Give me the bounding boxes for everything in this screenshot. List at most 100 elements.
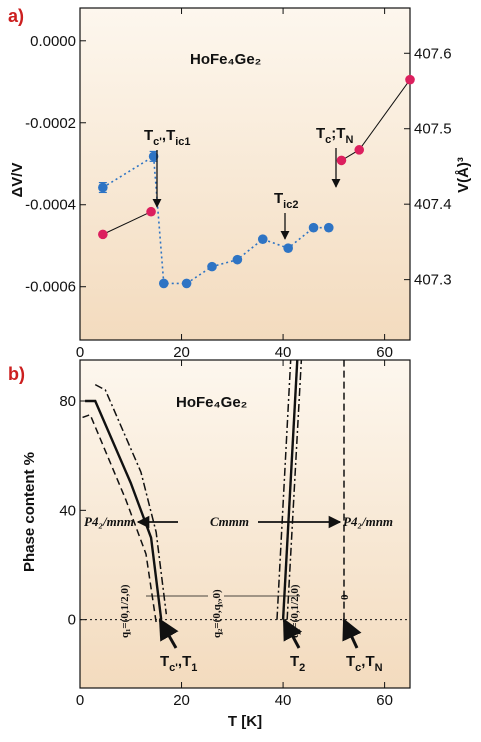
a-blue-point — [148, 151, 159, 162]
panel-b-y-axis-label: Phase content % — [21, 452, 38, 572]
ann-b3-sub1: c — [355, 662, 361, 674]
annotation-tc-t1: Tc',T1 — [158, 618, 197, 674]
annotation-tc-tn: Tc;TN — [316, 125, 353, 188]
panel-a-y-ticks: 0.0000 -0.0002 -0.0004 -0.0006 — [25, 33, 86, 296]
a-x-tick-label: 0 — [76, 344, 84, 361]
panel-b-label: b) — [8, 364, 25, 384]
b-phase-line-dash-dot — [276, 359, 292, 620]
a-red-point — [146, 206, 156, 217]
a-x-tick-label: 60 — [376, 344, 393, 361]
a-x-tick-label: 20 — [173, 344, 190, 361]
a-blue-point — [158, 278, 169, 289]
b-phase-line-dashed — [82, 413, 157, 623]
ann-a3-mid: ;T — [331, 125, 345, 142]
ann-b2-sub1: 2 — [299, 662, 305, 674]
ann-b1-mid: ,T — [178, 653, 191, 670]
ann-a1-sub2: ic1 — [175, 136, 190, 148]
annotation-tc-t1-text: Tc',T1 — [160, 653, 197, 674]
annotation-tc-tn-text: Tc;TN — [316, 125, 353, 146]
ann-a2-sub1: ic2 — [283, 199, 298, 211]
annotation-t2-text: T2 — [290, 653, 305, 674]
b-x-tick-label: 40 — [275, 692, 292, 709]
ann-a3-sub2: N — [345, 134, 353, 146]
annotation-tc-t1-arrow — [158, 618, 179, 649]
phase-label-right: P4₂/mnm — [343, 514, 393, 529]
b-y-tick-label: 80 — [59, 393, 76, 410]
q-label-2: q₂=(0,qᵧ,0) — [211, 589, 223, 638]
panel-a-plot-area — [79, 7, 411, 341]
a-blue-point — [98, 182, 108, 193]
a-y2-tick-label: 407.3 — [414, 272, 452, 289]
panel-a-title: HoFe₄Ge₂ — [190, 51, 261, 68]
annotation-tc-tn-b-text: Tc,TN — [346, 653, 383, 674]
a-blue-point — [283, 243, 293, 253]
ann-a1-mid: ,T — [162, 127, 175, 144]
b-phase-line-dash-dot — [286, 359, 303, 620]
panel-a-x-ticks: 0 20 40 60 — [76, 8, 393, 361]
a-red-point — [336, 155, 347, 166]
ann-a2-base: T — [274, 190, 283, 207]
a-y-tick-label: -0.0006 — [25, 279, 76, 296]
a-blue-point — [308, 222, 319, 233]
panel-b-series — [82, 359, 345, 631]
panel-a-series — [98, 74, 415, 289]
ann-a3-base: T — [316, 125, 325, 142]
a-blue-point — [323, 222, 334, 233]
a-x-tick-label: 40 — [275, 344, 292, 361]
annotation-tc-tn-b: Tc,TN — [342, 618, 383, 674]
ann-b3-mid: ,T — [361, 653, 374, 670]
a-red-point — [405, 74, 415, 85]
ann-b1-sub2: 1 — [191, 662, 197, 674]
ann-a1-base: T — [144, 127, 153, 144]
annotation-t2: T2 — [282, 618, 305, 674]
panel-b-x-ticks: 0 20 40 60 — [76, 360, 393, 709]
b-phase-line-solid — [281, 359, 299, 620]
panel-a-y-axis-label: ΔV/V — [9, 163, 26, 198]
b-y-tick-label: 0 — [68, 612, 76, 629]
b-y-tick-label: 40 — [59, 502, 76, 519]
panel-a-y2-ticks: 407.3 407.4 407.5 407.6 — [404, 45, 452, 289]
ann-a3-sub1: c — [325, 134, 331, 146]
panel-b-x-axis-label: T [K] — [228, 713, 262, 730]
a-y2-tick-label: 407.6 — [414, 45, 452, 62]
annotation-tc-tic1-text: Tc',Tic1 — [144, 127, 191, 148]
annotation-t2-arrow — [282, 618, 303, 649]
a-y-tick-label: -0.0002 — [25, 115, 76, 132]
a-red-series-line — [102, 211, 152, 235]
panel-a-label: a) — [8, 6, 24, 26]
b-x-tick-label: 60 — [376, 692, 393, 709]
ann-b1-base: T — [160, 653, 169, 670]
a-blue-point — [232, 254, 243, 265]
b-x-tick-label: 0 — [76, 692, 84, 709]
panel-a-y2-axis-label: V(Å)³ — [455, 157, 472, 193]
ann-a1-sub1: c' — [153, 136, 162, 148]
phase-label-center: Cmmm — [210, 514, 249, 529]
panel-b-title: HoFe₄Ge₂ — [176, 394, 247, 411]
ann-b2-base: T — [290, 653, 299, 670]
a-y-tick-label: -0.0004 — [25, 197, 76, 214]
b-x-tick-label: 20 — [173, 692, 190, 709]
ann-b1-sub1: c' — [169, 662, 178, 674]
annotation-tic2-text: Tic2 — [274, 190, 298, 211]
a-blue-point — [181, 278, 192, 289]
b-phase-line-solid — [85, 399, 163, 620]
a-red-point — [98, 229, 108, 240]
panel-a: a) HoFe₄Ge₂ 0 20 40 60 0.0000 -0.0002 -0.0004… — [8, 6, 472, 361]
phase-label-left: P4₂/mnm — [84, 514, 134, 529]
a-blue-point — [207, 261, 217, 272]
a-red-point — [354, 145, 365, 155]
ann-b3-base: T — [346, 653, 355, 670]
a-y2-tick-label: 407.5 — [414, 121, 452, 138]
annotation-tc-tic1: Tc',Tic1 — [144, 127, 191, 208]
a-y-tick-label: 0.0000 — [30, 33, 76, 50]
b-phase-line-dash-dot — [94, 383, 168, 615]
annotation-tic2: Tic2 — [274, 190, 298, 240]
panel-b-y-ticks: 80 40 0 — [59, 393, 86, 629]
a-y2-tick-label: 407.4 — [414, 196, 452, 213]
q-label-4: 0 — [339, 594, 351, 600]
a-blue-point — [257, 234, 268, 244]
ann-b3-sub2: N — [375, 662, 383, 674]
q-label-1: q₁=(0,1/2,0) — [119, 584, 131, 638]
